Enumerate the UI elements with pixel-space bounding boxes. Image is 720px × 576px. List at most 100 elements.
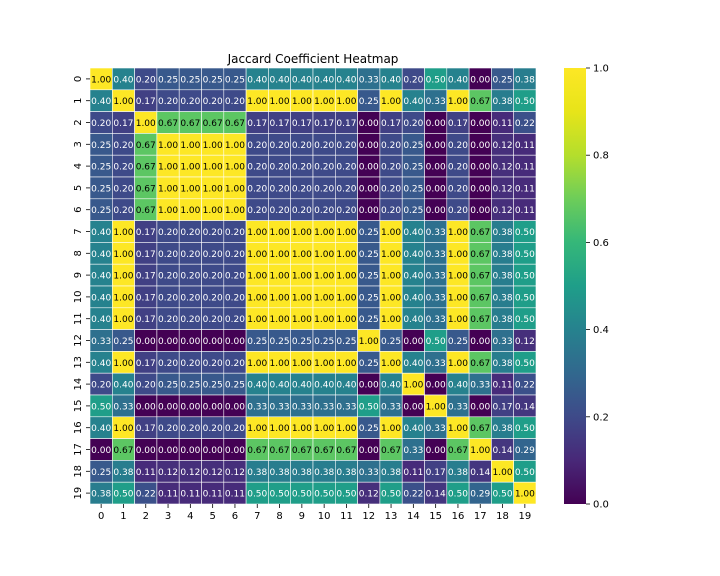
cell-label: 0.00	[158, 337, 178, 347]
cell-label: 0.17	[136, 228, 156, 238]
cell-label: 0.25	[359, 97, 379, 107]
cell-label: 0.25	[203, 381, 223, 391]
cell-label: 0.67	[270, 446, 290, 456]
cell-label: 0.00	[470, 141, 490, 151]
cell-label: 0.17	[426, 468, 446, 478]
cell-label: 0.25	[359, 293, 379, 303]
cell-label: 0.40	[91, 315, 111, 325]
cell-label: 0.38	[493, 272, 513, 282]
cell-label: 0.67	[113, 446, 133, 456]
cell-label: 0.00	[426, 184, 446, 194]
cell-label: 0.14	[426, 490, 446, 500]
cell-label: 0.33	[359, 75, 379, 85]
cell-label: 1.00	[403, 381, 423, 391]
cell-label: 1.00	[247, 359, 267, 369]
cell-label: 0.00	[470, 75, 490, 85]
cell-label: 0.00	[359, 119, 379, 129]
cell-label: 0.40	[91, 359, 111, 369]
cell-label: 0.00	[359, 141, 379, 151]
cell-label: 0.25	[292, 337, 312, 347]
cell-label: 0.11	[203, 490, 223, 500]
cell-label: 0.17	[336, 119, 356, 129]
cell-label: 0.67	[470, 424, 490, 434]
cell-label: 1.00	[448, 228, 468, 238]
cell-label: 0.20	[91, 119, 111, 129]
x-tick-label: 7	[254, 511, 260, 522]
cell-label: 0.67	[247, 446, 267, 456]
cell-label: 0.33	[448, 402, 468, 412]
cell-label: 0.20	[180, 250, 200, 260]
cell-label: 0.12	[493, 184, 513, 194]
cell-label: 0.33	[292, 402, 312, 412]
cell-label: 0.50	[515, 293, 535, 303]
cell-label: 0.40	[448, 381, 468, 391]
cell-label: 0.33	[314, 402, 334, 412]
x-tick-label: 9	[299, 511, 305, 522]
cell-label: 0.22	[136, 490, 156, 500]
cell-label: 0.50	[426, 337, 446, 347]
cell-label: 0.20	[180, 315, 200, 325]
cell-label: 0.00	[136, 446, 156, 456]
cell-label: 0.40	[91, 424, 111, 434]
y-tick-label: 14	[73, 378, 84, 391]
cell-label: 1.00	[113, 359, 133, 369]
cell-label: 0.20	[225, 228, 245, 238]
cell-label: 0.67	[470, 359, 490, 369]
cell-label: 1.00	[336, 97, 356, 107]
cell-label: 0.67	[470, 250, 490, 260]
cell-label: 0.25	[314, 337, 334, 347]
cell-label: 0.25	[381, 337, 401, 347]
cell-label: 0.00	[470, 163, 490, 173]
cell-label: 0.38	[270, 468, 290, 478]
chart-title: Jaccard Coefficient Heatmap	[227, 52, 399, 66]
cell-label: 0.25	[180, 75, 200, 85]
heatmap-cells	[89, 67, 537, 505]
cell-label: 0.40	[113, 381, 133, 391]
cell-label: 0.38	[91, 490, 111, 500]
cell-label: 0.50	[515, 468, 535, 478]
cell-label: 0.11	[180, 490, 200, 500]
cell-label: 0.20	[225, 315, 245, 325]
cell-label: 1.00	[336, 424, 356, 434]
cell-label: 0.25	[336, 337, 356, 347]
cell-label: 0.20	[203, 424, 223, 434]
cell-label: 0.00	[426, 381, 446, 391]
cell-label: 0.67	[470, 272, 490, 282]
cell-label: 0.20	[270, 206, 290, 216]
cell-label: 0.40	[448, 75, 468, 85]
x-tick-label: 14	[407, 511, 420, 522]
cell-label: 1.00	[381, 97, 401, 107]
cell-label: 0.40	[91, 272, 111, 282]
cell-label: 0.00	[180, 337, 200, 347]
y-tick-label: 5	[73, 185, 84, 191]
cell-label: 0.33	[493, 337, 513, 347]
cell-label: 0.00	[180, 402, 200, 412]
cell-label: 1.00	[336, 228, 356, 238]
cell-label: 0.50	[515, 250, 535, 260]
cell-label: 0.17	[247, 119, 267, 129]
y-tick-label: 11	[73, 312, 84, 325]
y-tick-label: 12	[73, 334, 84, 347]
y-tick-label: 17	[73, 443, 84, 456]
cell-label: 1.00	[113, 272, 133, 282]
y-tick-label: 0	[73, 76, 84, 82]
cell-label: 0.50	[493, 490, 513, 500]
cell-label: 0.40	[292, 75, 312, 85]
cell-label: 0.20	[314, 163, 334, 173]
cell-label: 0.12	[359, 490, 379, 500]
cell-label: 0.38	[448, 468, 468, 478]
cell-label: 1.00	[448, 424, 468, 434]
x-tick-label: 13	[385, 511, 398, 522]
cell-label: 0.20	[448, 141, 468, 151]
cell-label: 0.25	[158, 381, 178, 391]
cell-label: 0.22	[515, 381, 535, 391]
cell-label: 0.40	[91, 228, 111, 238]
x-tick-label: 1	[120, 511, 126, 522]
cell-label: 1.00	[270, 97, 290, 107]
cell-label: 0.11	[493, 381, 513, 391]
cell-label: 0.20	[403, 75, 423, 85]
cell-label: 0.20	[203, 272, 223, 282]
cell-label: 0.20	[91, 381, 111, 391]
cell-label: 0.33	[359, 468, 379, 478]
cell-label: 0.67	[381, 446, 401, 456]
